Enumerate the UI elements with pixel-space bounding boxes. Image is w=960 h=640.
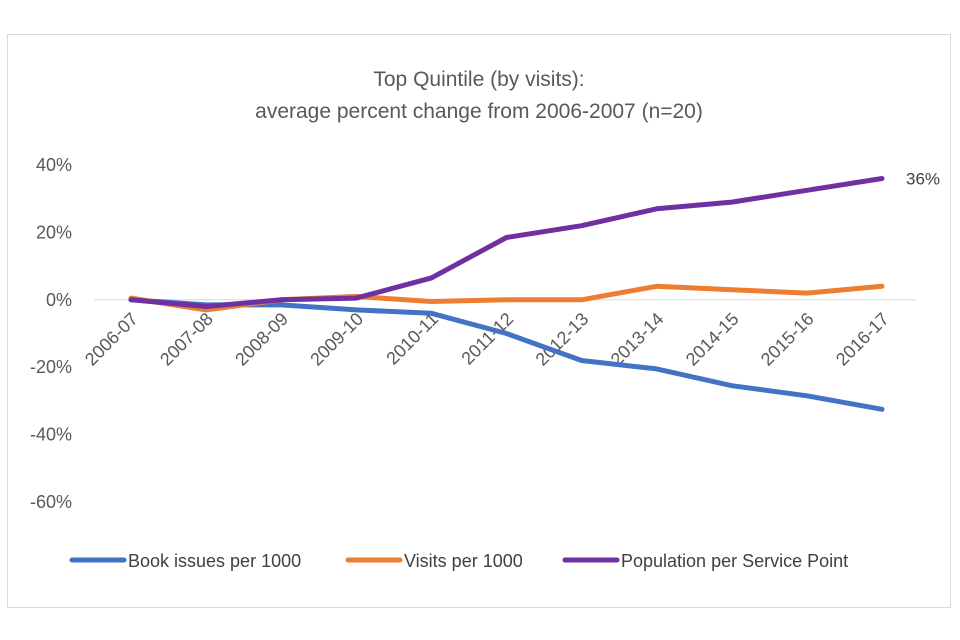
- data-label: 36%: [906, 169, 940, 188]
- y-tick-label: -60%: [30, 492, 72, 512]
- chart-frame: [7, 34, 951, 608]
- series-lines: [128, 176, 885, 412]
- y-tick-label: 40%: [36, 155, 72, 175]
- y-tick-label: -20%: [30, 357, 72, 377]
- x-tick-label: 2009-10: [306, 309, 367, 370]
- series-line-2: [128, 283, 885, 313]
- y-tick-label: -40%: [30, 425, 72, 445]
- x-tick-label: 2016-17: [832, 309, 893, 370]
- annotations: 36%: [906, 169, 940, 188]
- y-tick-label: 0%: [46, 290, 72, 310]
- x-axis: 2006-07 2007-08 2008-09 2009-10 2010-11 2011-…: [81, 309, 893, 370]
- x-tick-label: 2015-16: [757, 309, 818, 370]
- chart-title-line-2: average percent change from 2006-2007 (n…: [255, 100, 703, 123]
- x-tick-label: 2011-12: [457, 309, 517, 369]
- series-line-3: [128, 176, 885, 309]
- y-axis: -60% -40% -20% 0% 20% 40%: [30, 155, 72, 512]
- x-tick-label: 2013-14: [607, 309, 668, 370]
- x-tick-label: 2010-11: [382, 309, 442, 369]
- x-tick-label: 2006-07: [81, 309, 142, 370]
- x-tick-label: 2007-08: [156, 309, 217, 370]
- legend-label: Population per Service Point: [621, 551, 848, 571]
- legend: Book issues per 1000 Visits per 1000 Popul…: [69, 551, 848, 571]
- x-tick-label: 2008-09: [231, 309, 292, 370]
- legend-label: Book issues per 1000: [128, 551, 301, 571]
- x-tick-label: 2014-15: [682, 309, 743, 370]
- chart-title-line-1: Top Quintile (by visits):: [373, 68, 584, 91]
- y-tick-label: 20%: [36, 222, 72, 242]
- legend-label: Visits per 1000: [404, 551, 523, 571]
